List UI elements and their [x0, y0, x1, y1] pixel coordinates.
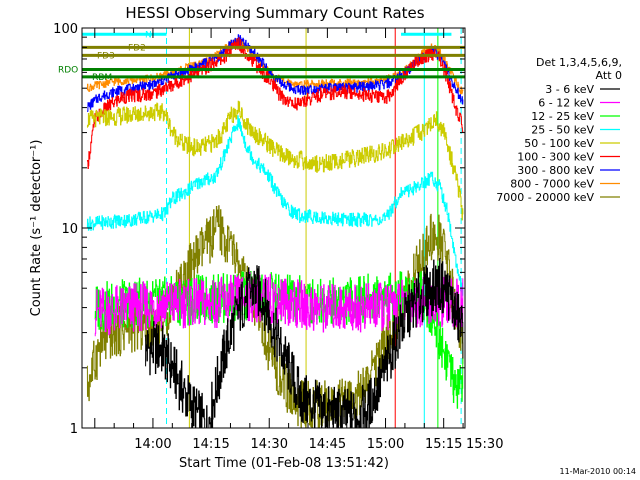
x-tick-label: 15:00 — [367, 437, 404, 452]
x-tick-label: 14:15 — [192, 437, 229, 452]
legend-entry-label: 12 - 25 keV — [531, 110, 594, 123]
series-line-2 — [94, 271, 464, 409]
x-axis: 14:00 14:15 14:30 14:45 15:00 15:15 15:30 — [94, 28, 503, 452]
legend-entry-label: 800 - 7000 keV — [510, 178, 594, 191]
y-axis: 1 10 100 — [53, 22, 465, 437]
flag-label-fd3: FD3 — [97, 51, 115, 61]
legend-entry-label: 50 - 100 keV — [524, 137, 594, 150]
flag-label-n: N — [145, 30, 152, 40]
series-line-0 — [145, 258, 464, 428]
x-tick-label: 15:15 — [425, 437, 462, 452]
series-line-3 — [86, 115, 464, 296]
flag-label-fd2: FD2 — [128, 43, 146, 53]
legend-header-line: Att 0 — [596, 69, 622, 82]
legend-entry-label: 100 - 300 keV — [517, 151, 594, 164]
legend-entry-label: 25 - 50 keV — [531, 124, 594, 137]
series-line-5 — [86, 37, 464, 169]
x-tick-label: 14:00 — [134, 437, 171, 452]
legend-entry-label: 3 - 6 keV — [545, 83, 594, 96]
flag-label-rbm: RBM — [92, 73, 112, 83]
chart-title: HESSI Observing Summary Count Rates — [125, 4, 424, 22]
legend-entry-label: 7000 - 20000 keV — [496, 191, 594, 204]
legend-entry-label: 6 - 12 keV — [538, 97, 594, 110]
y-axis-label: Count Rate (s⁻¹ detector⁻¹) — [29, 140, 44, 317]
series-line-4 — [86, 100, 464, 221]
x-axis-label: Start Time (01-Feb-08 13:51:42) — [179, 456, 389, 471]
legend-header-line: Det 1,3,4,5,6,9, — [536, 56, 622, 69]
y-tick-label: 10 — [61, 222, 78, 237]
plot-area: N FD2 FD3 RDO RBM — [58, 28, 465, 428]
y-tick-label: 100 — [53, 22, 78, 37]
y-tick-label: 1 — [70, 422, 78, 437]
x-tick-label: 14:30 — [251, 437, 288, 452]
legend-entry-label: 300 - 800 keV — [517, 164, 594, 177]
flag-label-rdo: RDO — [58, 66, 78, 76]
x-tick-label: 14:45 — [309, 437, 346, 452]
x-tick-label: 15:30 — [466, 437, 503, 452]
generation-timestamp: 11-Mar-2010 00:14 — [560, 467, 637, 476]
